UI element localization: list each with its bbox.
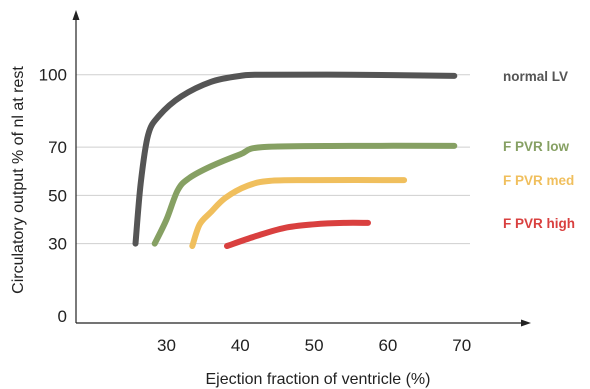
y-tick-label: 30: [48, 235, 67, 254]
series-label: F PVR med: [503, 173, 574, 188]
series-label: normal LV: [503, 69, 568, 84]
series-label: F PVR high: [503, 216, 575, 231]
x-tick-label: 30: [157, 336, 176, 355]
x-tick-label: 50: [305, 336, 324, 355]
x-axis-title: Ejection fraction of ventricle (%): [206, 371, 431, 388]
x-tick-label: 40: [231, 336, 250, 355]
series-label: F PVR low: [503, 139, 570, 154]
series-curves: [132, 71, 458, 249]
y-axis-title: Circulatory output % of nl at rest: [10, 66, 27, 294]
y-tick-label: 50: [48, 186, 67, 205]
y-tick-label: 100: [39, 66, 67, 85]
axes: [72, 10, 531, 327]
series-line-f-pvr-low: [151, 142, 458, 247]
series-line-f-pvr-med: [189, 177, 408, 249]
y-tick-labels: 0 30 50 70 100: [39, 66, 67, 326]
y-tick-label: 70: [48, 138, 67, 157]
x-axis-arrow: [521, 319, 531, 327]
x-tick-label: 70: [452, 336, 471, 355]
y-tick-label: 0: [58, 307, 67, 326]
series-labels: normal LV F PVR low F PVR med F PVR high: [503, 69, 575, 231]
x-tick-labels: 30 40 50 60 70: [157, 336, 471, 355]
x-tick-label: 60: [378, 336, 397, 355]
series-line-f-pvr-high: [224, 219, 371, 249]
series-line-normal-lv: [132, 71, 458, 247]
y-axis-arrow: [72, 10, 80, 20]
